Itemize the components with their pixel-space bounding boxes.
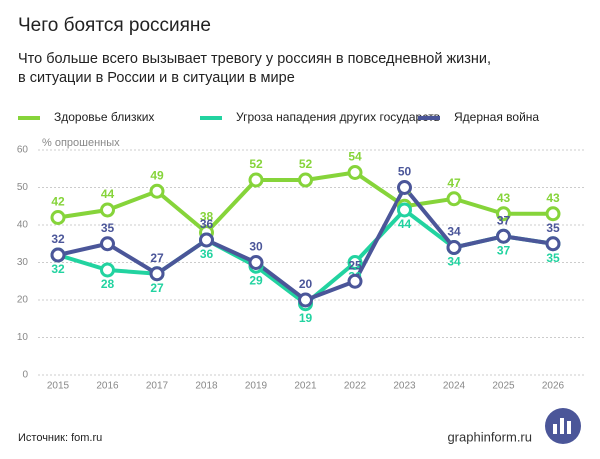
point [298, 292, 313, 308]
data-label: 43 [497, 191, 511, 205]
point [149, 266, 165, 282]
point [248, 172, 264, 188]
data-label: 27 [150, 251, 164, 265]
data-label: 54 [348, 150, 362, 164]
legend-label: Ядерная война [454, 110, 539, 124]
y-tick-label: 0 [22, 370, 28, 381]
x-tick-label: 2015 [47, 381, 70, 392]
y-tick-label: 60 [17, 145, 29, 156]
data-label: 20 [299, 277, 313, 291]
y-tick-label: 40 [17, 220, 29, 231]
data-label: 44 [101, 187, 115, 201]
y-axis-label: % опрошенных [42, 137, 120, 149]
point [397, 202, 412, 218]
data-label: 37 [497, 213, 511, 227]
legend-label: Угроза нападения других государств [236, 110, 440, 124]
data-label: 49 [150, 168, 164, 182]
point [446, 191, 462, 207]
point [50, 247, 66, 263]
point [545, 206, 561, 222]
point [347, 273, 363, 289]
x-tick-label: 2025 [492, 381, 515, 392]
x-tick-label: 2019 [245, 381, 268, 392]
point [100, 236, 115, 252]
x-tick-label: 2021 [294, 381, 317, 392]
point [149, 183, 165, 199]
data-label: 43 [546, 191, 560, 205]
point [446, 240, 462, 255]
point [496, 206, 511, 222]
data-label: 28 [101, 277, 115, 291]
x-tick-label: 2018 [195, 381, 218, 392]
data-label: 27 [150, 281, 164, 295]
data-label: 35 [101, 221, 115, 235]
data-label: 34 [447, 255, 461, 269]
x-tick-label: 2016 [96, 381, 119, 392]
logo [545, 408, 581, 444]
data-label: 38 [200, 210, 214, 224]
data-label: 25 [348, 258, 362, 272]
point [100, 202, 115, 218]
y-tick-label: 50 [17, 182, 29, 193]
data-label: 50 [398, 165, 412, 179]
data-label: 30 [249, 240, 263, 254]
point [545, 236, 561, 252]
chart-subtitle: Что больше всего вызывает тревогу у росс… [18, 51, 491, 67]
y-tick-label: 20 [17, 295, 29, 306]
brand: graphinform.ru [447, 429, 532, 444]
point [50, 210, 66, 225]
legend-label: Здоровье близких [54, 110, 154, 124]
point [496, 228, 511, 244]
x-tick-label: 2023 [393, 381, 416, 392]
data-label: 37 [497, 243, 511, 257]
data-label: 36 [200, 247, 214, 261]
data-label: 32 [51, 232, 65, 246]
data-label: 42 [51, 195, 65, 209]
point [298, 172, 313, 188]
point [199, 232, 214, 248]
data-label: 34 [447, 225, 461, 239]
x-tick-label: 2024 [443, 381, 466, 392]
data-label: 36 [200, 217, 214, 231]
x-tick-label: 2026 [542, 381, 565, 392]
point [100, 262, 115, 278]
data-label: 32 [51, 262, 65, 276]
x-tick-label: 2017 [146, 381, 169, 392]
data-label: 35 [546, 251, 560, 265]
y-tick-label: 10 [17, 332, 29, 343]
data-label: 52 [299, 157, 313, 171]
data-label: 44 [398, 217, 412, 231]
point [248, 255, 264, 270]
chart-title: Чего боятся россияне [18, 15, 211, 36]
data-label: 35 [546, 221, 560, 235]
data-label: 19 [299, 311, 313, 325]
point [347, 255, 363, 270]
x-tick-label: 2022 [344, 381, 367, 392]
source: Источник: fom.ru [18, 432, 102, 444]
point [347, 165, 363, 180]
data-label: 52 [249, 157, 263, 171]
data-label: 29 [249, 273, 263, 287]
y-tick-label: 30 [17, 257, 29, 268]
data-label: 47 [447, 176, 461, 190]
chart-subtitle: в ситуации в России и в ситуации в мире [18, 70, 295, 86]
point [397, 180, 412, 195]
